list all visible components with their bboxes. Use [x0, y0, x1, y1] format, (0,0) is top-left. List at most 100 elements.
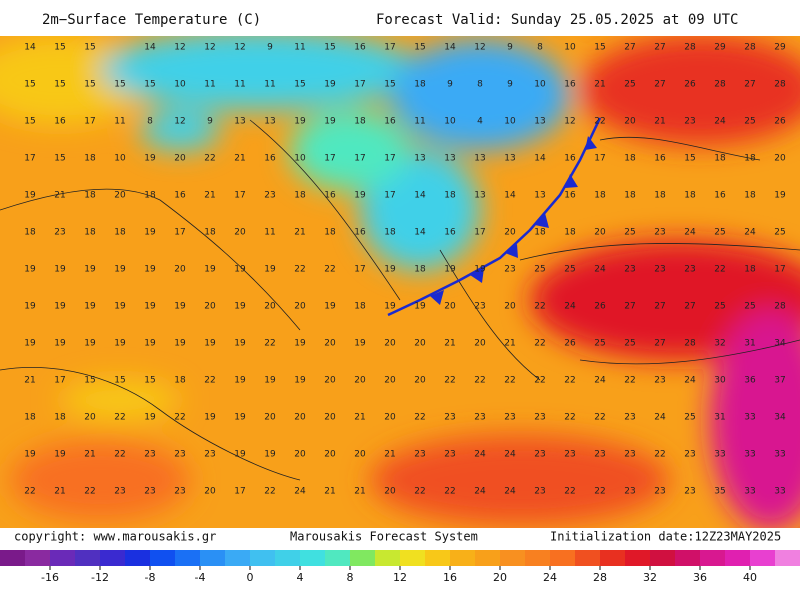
- grid-value: 18: [714, 154, 726, 164]
- grid-value: 22: [474, 376, 485, 386]
- grid-value: 18: [744, 154, 756, 164]
- grid-value: 27: [624, 302, 635, 312]
- grid-value: 23: [174, 487, 185, 497]
- grid-value: 17: [384, 191, 395, 201]
- grid-value: 14: [444, 43, 456, 53]
- grid-value: 20: [774, 154, 786, 164]
- grid-value: 26: [774, 117, 786, 127]
- grid-value: 18: [144, 191, 156, 201]
- grid-value: 16: [564, 154, 576, 164]
- grid-value: 17: [234, 191, 245, 201]
- grid-value: 18: [174, 376, 186, 386]
- grid-value: 25: [624, 339, 635, 349]
- grid-value: 20: [84, 413, 96, 423]
- grid-value: 12: [474, 43, 485, 53]
- grid-value: 21: [54, 191, 65, 201]
- grid-value: 26: [564, 339, 576, 349]
- grid-value: 19: [24, 191, 36, 201]
- grid-value: 22: [204, 376, 215, 386]
- grid-value: 14: [534, 154, 546, 164]
- grid-value: 23: [114, 487, 125, 497]
- grid-value: 20: [384, 376, 396, 386]
- grid-value: 19: [114, 339, 126, 349]
- colorbar-swatch: [250, 550, 276, 566]
- grid-value: 19: [324, 302, 336, 312]
- grid-value: 19: [264, 376, 276, 386]
- grid-value: 24: [564, 302, 576, 312]
- grid-value: 9: [207, 117, 213, 127]
- grid-value: 15: [84, 80, 95, 90]
- grid-value: 16: [354, 43, 366, 53]
- grid-value: 13: [444, 154, 455, 164]
- grid-value: 25: [684, 413, 695, 423]
- grid-value: 13: [264, 117, 275, 127]
- init-date: Initialization date:12Z23MAY2025: [550, 530, 781, 544]
- grid-value: 19: [84, 265, 96, 275]
- colorbar-swatch: [575, 550, 601, 566]
- grid-value: 24: [474, 450, 486, 460]
- grid-value: 15: [84, 43, 95, 53]
- grid-value: 10: [564, 43, 576, 53]
- grid-value: 20: [174, 154, 186, 164]
- grid-value: 23: [684, 487, 695, 497]
- grid-value: 21: [594, 80, 605, 90]
- grid-value: 13: [414, 154, 425, 164]
- grid-value: 22: [594, 117, 605, 127]
- grid-value: 19: [264, 265, 276, 275]
- grid-value: 17: [24, 154, 35, 164]
- grid-value: 27: [654, 43, 665, 53]
- grid-value: 24: [654, 413, 666, 423]
- grid-value: 24: [744, 228, 756, 238]
- grid-value: 18: [624, 191, 636, 201]
- grid-value: 17: [354, 154, 365, 164]
- grid-value: 20: [294, 450, 306, 460]
- grid-value: 18: [684, 191, 696, 201]
- grid-value: 22: [114, 450, 125, 460]
- grid-value: 23: [504, 413, 515, 423]
- colorbar: -16 -12 -8 -4 0 4 8 12 16 20 24 28 32 36 40: [0, 550, 800, 584]
- colorbar-swatch: [100, 550, 126, 566]
- grid-value: 29: [774, 43, 786, 53]
- grid-value: 22: [324, 265, 335, 275]
- grid-value: 20: [444, 302, 456, 312]
- grid-value: 19: [204, 413, 216, 423]
- grid-value: 21: [654, 117, 665, 127]
- grid-value: 19: [144, 302, 156, 312]
- grid-value: 19: [204, 339, 216, 349]
- grid-value: 19: [234, 450, 246, 460]
- grid-value: 18: [54, 413, 66, 423]
- colorbar-tick-label: 36: [693, 571, 707, 584]
- grid-value: 22: [594, 487, 605, 497]
- grid-value: 23: [54, 228, 65, 238]
- grid-value: 4: [477, 117, 483, 127]
- grid-value: 13: [534, 191, 545, 201]
- grid-value: 23: [534, 413, 545, 423]
- grid-value: 23: [444, 413, 455, 423]
- grid-value: 15: [24, 80, 35, 90]
- colorbar-swatch: [150, 550, 176, 566]
- grid-value: 20: [324, 450, 336, 460]
- grid-value: 12: [204, 43, 215, 53]
- grid-value: 19: [474, 265, 486, 275]
- grid-value: 20: [414, 339, 426, 349]
- grid-value: 19: [384, 265, 396, 275]
- grid-value: 8: [147, 117, 153, 127]
- colorbar-tick-label: 12: [393, 571, 407, 584]
- grid-value: 19: [84, 339, 96, 349]
- grid-value: 11: [114, 117, 125, 127]
- grid-value: 22: [534, 339, 545, 349]
- colorbar-swatch: [200, 550, 226, 566]
- grid-value: 18: [744, 265, 756, 275]
- grid-value: 15: [594, 43, 605, 53]
- colorbar-swatch: [125, 550, 151, 566]
- grid-value: 22: [624, 376, 635, 386]
- grid-value: 25: [624, 228, 635, 238]
- grid-value: 13: [474, 154, 485, 164]
- grid-value: 11: [204, 80, 215, 90]
- grid-value: 22: [414, 487, 425, 497]
- colorbar-swatch: [225, 550, 251, 566]
- grid-value: 12: [564, 117, 575, 127]
- colorbar-tick-label: 40: [743, 571, 757, 584]
- grid-value: 22: [84, 487, 95, 497]
- grid-value: 28: [774, 302, 786, 312]
